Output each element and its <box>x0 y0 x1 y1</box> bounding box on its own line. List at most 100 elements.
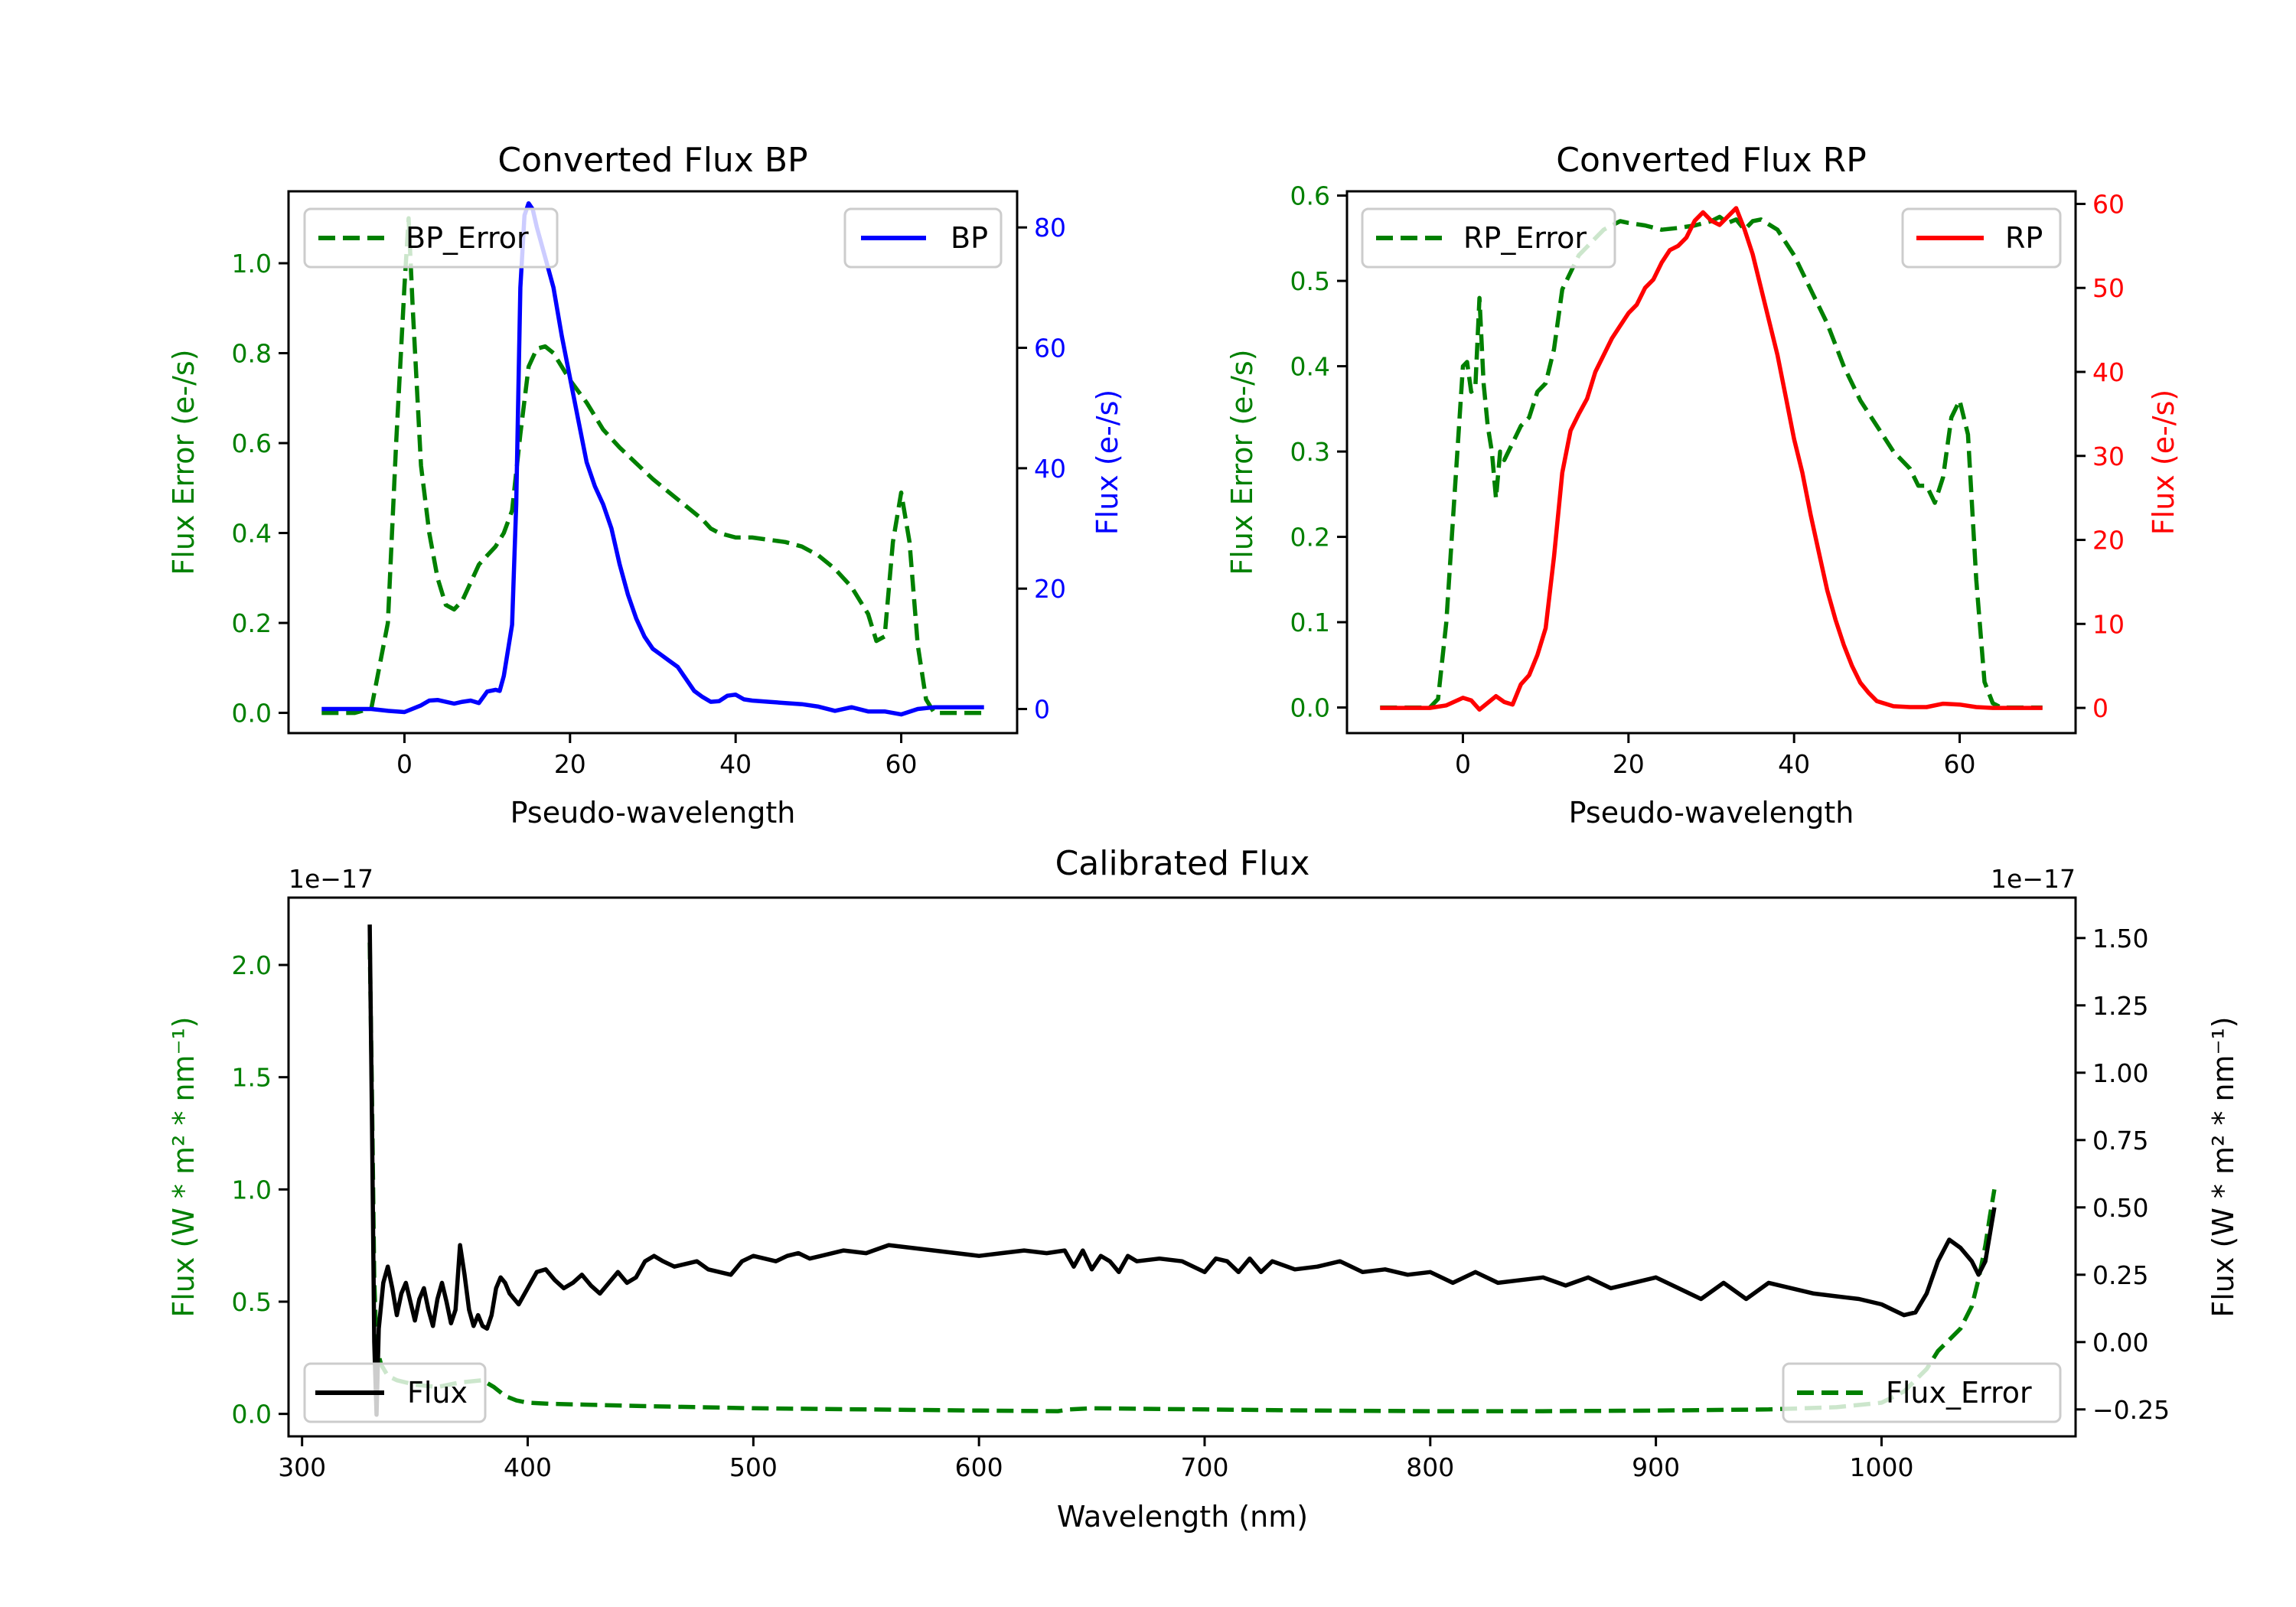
x-tick-label: 60 <box>1944 749 1976 779</box>
legend-label-flux: Flux <box>407 1376 468 1410</box>
y-left-tick-label: 0.5 <box>232 1287 272 1317</box>
x-tick-label: 60 <box>885 749 918 779</box>
legend-rp-error: RP_Error <box>1361 207 1616 269</box>
plot-area-rp: 0 20 40 60 0.0 0.1 0.2 0.3 0.4 0.5 0.6 0 10 20 30 40 50 6… <box>1290 181 2125 779</box>
x-tick-label: 300 <box>278 1452 326 1482</box>
axes-frame-calibrated <box>287 896 2077 1438</box>
y-right-tick-label: 20 <box>2092 526 2125 556</box>
y-right-tick-label: 1.25 <box>2092 991 2148 1021</box>
y-right-tick-label: 0 <box>2092 693 2108 723</box>
y-right-tick-label: 1.00 <box>2092 1058 2148 1088</box>
y-right-tick-label: 20 <box>1034 574 1066 604</box>
x-tick-label: 800 <box>1406 1452 1454 1482</box>
legend-label-rp-error: RP_Error <box>1463 221 1587 255</box>
x-axis-label-rp: Pseudo-wavelength <box>1569 796 1854 830</box>
series-line-bp <box>321 200 984 717</box>
y-axis-left-label-rp: Flux Error (e-/s) <box>1225 349 1259 575</box>
y-right-tick-label: 0.25 <box>2092 1260 2148 1290</box>
y-right-tick-label: 0 <box>1034 695 1050 725</box>
y-right-tick-label: 1.50 <box>2092 924 2148 953</box>
y-axis-left-label-calibrated: Flux (W * m² * nm⁻¹) <box>167 1016 201 1317</box>
legend-label-bp-error: BP_Error <box>406 221 529 255</box>
y-left-tick-label: 0.4 <box>1290 352 1330 382</box>
legend-flux-error: Flux_Error <box>1782 1362 2062 1423</box>
y-left-tick-label: 2.0 <box>232 950 272 980</box>
legend-box-flux-error <box>1782 1362 2062 1423</box>
panel-converted-flux-rp: Converted Flux RP 0 20 40 60 0.0 0.1 0.2 0.3 0.4… <box>1225 141 2180 830</box>
y-right-tick-label: 60 <box>2092 189 2125 219</box>
y-left-tick-label: 0.2 <box>1290 523 1330 553</box>
legend-bp: BP <box>843 207 1003 269</box>
legend-label-bp: BP <box>951 221 988 255</box>
y-left-tick-label: 1.0 <box>232 1175 272 1204</box>
y-axis-right-label-calibrated: Flux (W * m² * nm⁻¹) <box>2206 1016 2240 1317</box>
y-left-tick-label: 1.5 <box>232 1063 272 1093</box>
series-group-rp <box>1380 206 2043 712</box>
y-right-tick-label: 10 <box>2092 609 2125 639</box>
series-line-rp-error <box>1380 214 2043 710</box>
y-left-tick-label: 0.5 <box>1290 266 1330 296</box>
panel-converted-flux-bp: Converted Flux BP 0 20 40 60 0.0 0.2 0.4 0.6 0.8… <box>167 141 1124 830</box>
y-right-tick-label: 0.00 <box>2092 1328 2148 1358</box>
y-right-tick-label: 80 <box>1034 213 1066 243</box>
y-right-tick-label: 30 <box>2092 442 2125 471</box>
series-group-calibrated <box>367 924 1997 1417</box>
x-axis-label-bp: Pseudo-wavelength <box>510 796 796 830</box>
x-tick-label: 0 <box>396 749 413 779</box>
y-left-tick-label: 0.0 <box>232 1400 272 1429</box>
y-right-tick-label: 40 <box>1034 454 1066 484</box>
y-right-tick-label: 50 <box>2092 273 2125 303</box>
y-right-tick-label: 40 <box>2092 357 2125 387</box>
series-line-flux-error <box>367 942 1997 1413</box>
y-left-tick-label: 0.0 <box>232 699 272 729</box>
legend-box-rp-error <box>1361 207 1616 269</box>
legend-box-flux <box>303 1362 487 1423</box>
axes-frame-bp <box>287 190 1019 735</box>
offset-text-right: 1e−17 <box>1991 864 2076 894</box>
y-left-tick-label: 0.4 <box>232 519 272 549</box>
x-tick-label: 0 <box>1455 749 1471 779</box>
axes-frame-rp <box>1345 190 2077 735</box>
x-axis-label-calibrated: Wavelength (nm) <box>1057 1500 1308 1534</box>
legend-bp-error: BP_Error <box>303 207 559 269</box>
chart-title-calibrated: Calibrated Flux <box>1055 844 1310 883</box>
y-left-tick-label: 0.6 <box>1290 181 1330 211</box>
y-right-tick-label: 60 <box>1034 334 1066 363</box>
series-line-bp-error <box>321 216 984 715</box>
y-axis-right-label-rp: Flux (e-/s) <box>2147 390 2180 535</box>
series-group-bp <box>321 200 984 717</box>
y-axis-left-label-bp: Flux Error (e-/s) <box>167 349 201 575</box>
plot-area-calibrated: 300 400 500 600 700 800 900 1000 0.0 0.5 1.0 1.5 2.0… <box>232 896 2170 1482</box>
y-axis-right-label-bp: Flux (e-/s) <box>1091 390 1124 535</box>
plot-area-bp: 0 20 40 60 0.0 0.2 0.4 0.6 0.8 1.0 0 20 40 60 80 <box>232 190 1066 779</box>
y-left-tick-label: 0.2 <box>232 608 272 638</box>
y-left-tick-label: 0.1 <box>1290 608 1330 637</box>
y-right-tick-label: 0.50 <box>2092 1193 2148 1223</box>
x-tick-label: 600 <box>955 1452 1003 1482</box>
x-tick-label: 500 <box>729 1452 778 1482</box>
y-left-tick-label: 0.3 <box>1290 437 1330 467</box>
y-left-tick-label: 0.0 <box>1290 693 1330 723</box>
x-tick-label: 20 <box>554 749 586 779</box>
x-tick-label: 1000 <box>1849 1452 1913 1482</box>
legend-box-bp-error <box>303 207 559 269</box>
x-tick-label: 700 <box>1180 1452 1228 1482</box>
y-right-tick-label: 0.75 <box>2092 1126 2148 1156</box>
chart-title-bp: Converted Flux BP <box>497 141 807 180</box>
legend-label-flux-error: Flux_Error <box>1886 1376 2032 1410</box>
x-tick-label: 20 <box>1613 749 1645 779</box>
x-tick-label: 40 <box>719 749 752 779</box>
panel-calibrated-flux: Calibrated Flux 1e−17 1e−17 300 400 500 600… <box>167 844 2240 1534</box>
y-right-tick-label: −0.25 <box>2092 1395 2170 1425</box>
y-left-tick-label: 1.0 <box>232 249 272 279</box>
y-left-tick-label: 0.8 <box>232 339 272 369</box>
x-tick-label: 40 <box>1778 749 1810 779</box>
x-tick-label: 400 <box>504 1452 552 1482</box>
y-left-tick-label: 0.6 <box>232 429 272 458</box>
chart-title-rp: Converted Flux RP <box>1556 141 1867 180</box>
legend-label-rp: RP <box>2005 221 2043 255</box>
legend-flux: Flux <box>303 1362 487 1423</box>
offset-text-left: 1e−17 <box>289 864 373 894</box>
series-line-flux <box>367 924 1997 1417</box>
